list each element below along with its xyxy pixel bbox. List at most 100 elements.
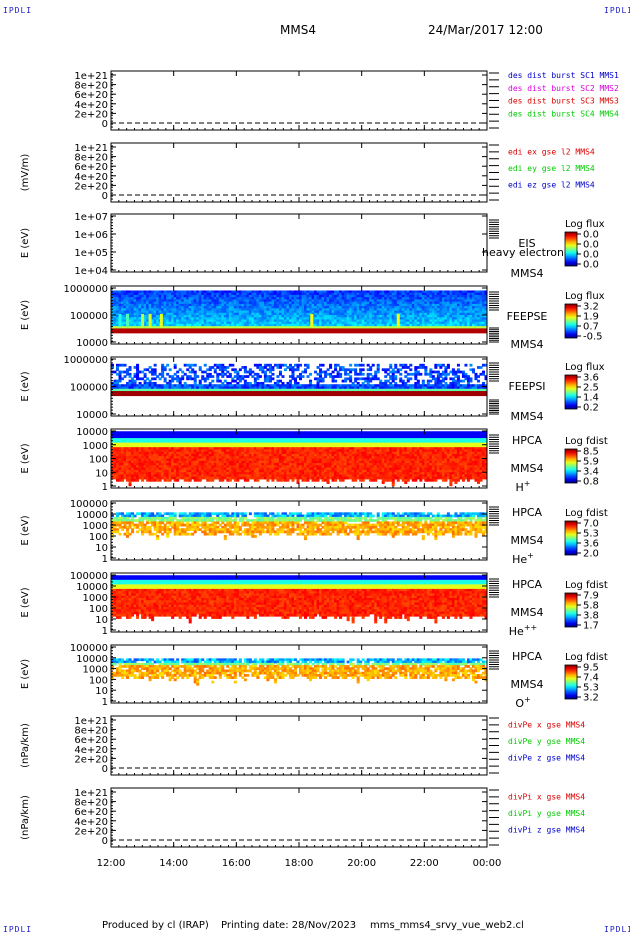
spectrogram-cell <box>399 303 403 307</box>
spectrogram-cell <box>344 292 348 296</box>
spectrogram-cell <box>196 328 200 332</box>
spectrogram-cell <box>371 308 375 312</box>
spectrogram-cell <box>213 294 217 298</box>
spectrogram-cell <box>444 330 448 334</box>
spectrogram-cell <box>183 328 187 332</box>
spectrogram-cell <box>271 368 275 372</box>
spectrogram-cell <box>141 301 145 305</box>
spectrogram-cell <box>238 321 242 325</box>
spectrogram-cell <box>356 303 360 307</box>
spectrogram-cell <box>419 301 423 305</box>
spectrogram-cell <box>113 299 117 303</box>
spectrogram-cell <box>223 303 227 307</box>
spectrogram-cell <box>173 315 177 318</box>
spectrogram-cell <box>476 301 480 305</box>
spectrogram-cell <box>116 372 120 376</box>
spectrogram-cell <box>321 301 325 305</box>
spectrogram-cell <box>426 292 430 296</box>
spectrogram-cell <box>364 294 368 298</box>
spectrogram-cell <box>166 299 170 303</box>
spectrogram-cell <box>314 303 318 307</box>
spectrogram-cell <box>391 303 395 307</box>
spectrogram-cell <box>263 290 267 294</box>
spectrogram-cell <box>236 299 240 303</box>
spectrogram-cell <box>123 386 127 390</box>
spectrogram-cell <box>176 303 180 307</box>
spectrogram-cell <box>226 297 230 300</box>
spectrogram-cell <box>411 297 415 300</box>
spectrogram-cell <box>321 328 325 332</box>
spectrogram-cell <box>123 292 127 296</box>
colorbar-tick-label: 3.2 <box>583 302 599 313</box>
spectrogram-cell <box>176 323 180 327</box>
spectrogram-cell <box>334 299 338 303</box>
spectrogram-cell <box>359 294 363 298</box>
spectrogram-cell <box>178 319 182 323</box>
spectrogram-cell <box>126 310 130 314</box>
spectrogram-cell <box>116 308 120 312</box>
spectrogram-cell <box>356 292 360 296</box>
spectrogram-cell <box>146 290 150 294</box>
spectrogram-cell <box>148 303 152 307</box>
spectrogram-cell <box>143 312 147 316</box>
spectrogram-cell <box>334 292 338 296</box>
spectrogram-cell <box>381 301 385 305</box>
spectrogram-cell <box>273 315 277 318</box>
spectrogram-cell <box>133 292 137 296</box>
spectrogram-cell <box>429 292 433 296</box>
spectrogram-cell <box>183 330 187 334</box>
spectrogram-cell <box>126 391 130 394</box>
spectrogram-cell <box>404 330 408 334</box>
spectrogram-cell <box>416 299 420 303</box>
spectrogram-cell <box>434 330 438 334</box>
spectrogram-cell <box>228 323 232 327</box>
spectrogram-cell <box>228 328 232 332</box>
spectrogram-cell <box>161 297 165 300</box>
spectrogram-cell <box>193 328 197 332</box>
spectrogram-cell <box>281 326 285 329</box>
spectrogram-cell <box>324 315 328 318</box>
spectrogram-cell <box>309 290 313 294</box>
spectrogram-cell <box>401 319 405 323</box>
spectrogram-cell <box>128 310 132 314</box>
spectrogram-cell <box>376 328 380 332</box>
spectrogram-cell <box>349 312 353 316</box>
spectrogram-cell <box>441 297 445 300</box>
spectrogram-cell <box>341 297 345 300</box>
spectrogram-cell <box>156 321 160 325</box>
spectrogram-cell <box>371 328 375 332</box>
spectrogram-cell <box>406 330 410 334</box>
spectrogram-cell <box>186 317 190 320</box>
spectrogram-cell <box>278 317 282 320</box>
spectrogram-cell <box>384 315 388 318</box>
spectrogram-cell <box>436 317 440 320</box>
spectrogram-cell <box>163 319 167 323</box>
spectrogram-cell <box>481 301 485 305</box>
spectrogram-cell <box>456 308 460 312</box>
spectrogram-cell <box>324 323 328 327</box>
spectrogram-cell <box>178 330 182 334</box>
spectrogram-cell <box>359 317 363 320</box>
spectrogram-cell <box>466 312 470 316</box>
spectrogram-cell <box>474 326 478 329</box>
spectrogram-cell <box>394 303 398 307</box>
spectrogram-cell <box>241 310 245 314</box>
spectrogram-cell <box>221 292 225 296</box>
spectrogram-cell <box>339 310 343 314</box>
spectrogram-cell <box>278 306 282 309</box>
spectrogram-cell <box>469 310 473 314</box>
spectrogram-cell <box>334 321 338 325</box>
spectrogram-cell <box>193 294 197 298</box>
spectrogram-cell <box>476 319 480 323</box>
spectrogram-cell <box>241 292 245 296</box>
spectrogram-cell <box>474 315 478 318</box>
spectrogram-cell <box>116 290 120 294</box>
spectrogram-cell <box>439 310 443 314</box>
spectrogram-cell <box>121 323 125 327</box>
spectrogram-cell <box>306 326 310 329</box>
spectrogram-cell <box>191 299 195 303</box>
spectrogram-cell <box>251 326 255 329</box>
spectrogram-cell <box>414 321 418 325</box>
spectrogram-cell <box>256 310 260 314</box>
spectrogram-cell <box>341 301 345 305</box>
